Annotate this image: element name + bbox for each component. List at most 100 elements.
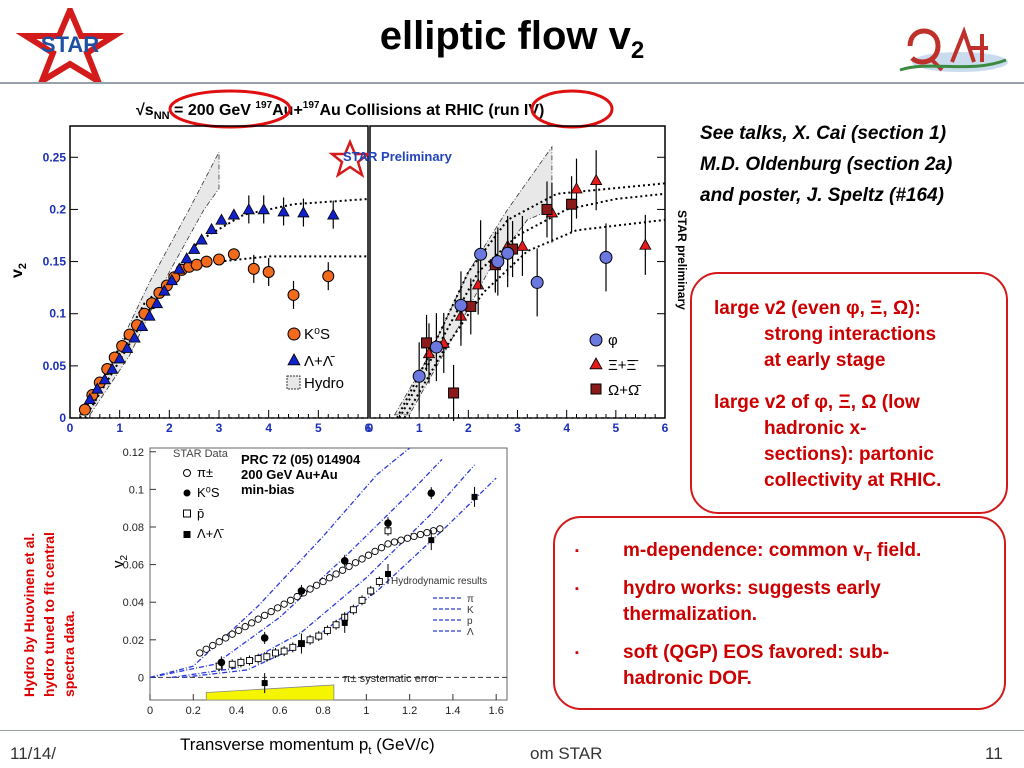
title-main: elliptic flow v <box>379 14 631 58</box>
kaon-point <box>247 262 260 275</box>
x-tick-label: 1 <box>416 421 423 435</box>
fit-curve-right-1 <box>398 192 666 419</box>
x-tick-label: 1.6 <box>489 705 504 717</box>
title-subscript: 2 <box>630 37 645 64</box>
kaon-point <box>217 658 226 667</box>
legend-marker-xi <box>589 357 603 370</box>
side-note-line: Hydro by Huovinen et al. <box>21 533 37 697</box>
bottom-figure-bg <box>95 438 525 768</box>
star-preliminary-label: STAR Preliminary <box>343 149 453 164</box>
legend-kaon: K⁰S <box>304 326 330 343</box>
pbar-point <box>289 643 297 651</box>
y-tick-label: 0.05 <box>43 359 67 373</box>
x-tick-label: 6 <box>365 421 372 435</box>
lambda-point <box>106 362 119 374</box>
pbar-point <box>358 596 366 604</box>
systematic-error-label: π± systematic error <box>343 673 438 685</box>
header-part: √s <box>136 102 154 119</box>
pion-point <box>403 534 412 542</box>
pion-point <box>371 547 379 556</box>
pion-point <box>423 528 431 537</box>
pion-point <box>397 536 405 544</box>
lambda-point <box>277 205 290 217</box>
box1-line: strong interactions <box>764 324 937 345</box>
pion-point <box>332 570 340 578</box>
hydro-curve-pion <box>149 447 411 679</box>
highlight-circle-energy <box>168 89 292 129</box>
pion-point <box>261 611 269 620</box>
header-part: = 200 GeV <box>170 102 256 119</box>
hydro-curve-proton <box>171 464 476 679</box>
phi-point <box>474 247 488 261</box>
lambda-point <box>91 382 104 394</box>
systematic-error-band <box>205 684 335 701</box>
pion-point <box>228 630 236 638</box>
pbar-point <box>315 632 323 640</box>
legend-marker-hydro <box>286 375 301 390</box>
legend-marker-omega <box>590 383 602 395</box>
omega-point <box>541 203 553 215</box>
bottom-title-line: PRC 72 (05) 014904 <box>241 452 361 467</box>
lambda-point <box>165 274 178 286</box>
box2-text: m-dependence: common v <box>623 540 864 561</box>
xi-point <box>570 182 583 194</box>
pion-point <box>274 604 282 612</box>
kaon-point <box>200 255 213 268</box>
bottom-legend-label: K⁰S <box>197 485 220 500</box>
kaon-point <box>297 587 306 595</box>
pbar-point <box>254 655 262 663</box>
hydro-side-note: Hydro by Huovinen et al. hydro tuned to … <box>21 532 77 697</box>
kaon-point <box>287 288 300 301</box>
x-tick-label: 1 <box>363 705 369 717</box>
pion-point <box>364 551 373 559</box>
legend-marker-pbar <box>183 509 191 518</box>
note-line: See talks, X. Cai (section 1) <box>700 123 947 144</box>
kaon-point <box>213 253 225 266</box>
box2-text: soft (QGP) EOS favored: sub- <box>623 642 890 663</box>
talk-references: See talks, X. Cai (section 1) M.D. Olden… <box>700 118 1020 211</box>
lambda-point <box>205 222 218 235</box>
hydro-legend-label: π <box>467 594 474 605</box>
header-part: Au Collisions at RHIC (run IV) <box>319 102 544 119</box>
lambda-point <box>143 309 156 321</box>
pion-point <box>416 530 425 539</box>
y-tick-label: 0.1 <box>129 484 144 496</box>
kaon-point <box>384 519 392 528</box>
legend-marker-lambda <box>183 531 191 538</box>
pion-point <box>319 577 327 586</box>
x-tick-label: 3 <box>514 421 521 435</box>
pion-point <box>312 581 321 589</box>
page-number: 11 <box>985 744 1003 763</box>
box2-text: thermalization. <box>623 604 758 625</box>
x-tick-label: 1.2 <box>402 705 417 717</box>
kaon-point <box>190 258 203 271</box>
legend-marker-phi <box>589 333 603 347</box>
bottom-legend-label: Λ+Λ̄ <box>197 526 224 541</box>
lambda-point <box>187 242 201 254</box>
pion-point <box>325 574 334 582</box>
box1-line: collectivity at RHIC. <box>764 470 942 491</box>
header-part: 197 <box>303 100 320 111</box>
pion-point <box>390 538 399 546</box>
bullet-marker: ▪ <box>575 647 579 659</box>
x-tick-label: 0 <box>147 705 153 717</box>
pion-point <box>410 532 418 541</box>
box1-line: large v2 of φ, Ξ, Ω (low <box>714 392 920 413</box>
kaon-point <box>340 557 349 565</box>
hydro-legend-label: K <box>467 605 474 616</box>
lambda-point <box>298 640 305 647</box>
x-tick-label: 4 <box>563 421 570 435</box>
legend-omega: Ω+Ω̄ <box>608 382 641 399</box>
pion-point <box>254 615 262 623</box>
legend-phi: φ <box>608 332 618 349</box>
header-part: NN <box>154 110 170 122</box>
lambda-point <box>215 213 228 225</box>
y-tick-label: 0.08 <box>123 522 144 534</box>
box1-line: sections): partonic <box>764 444 934 465</box>
legend-xi: Ξ+Ξ̄ <box>608 357 638 374</box>
bottom-y-axis-label: v2 <box>110 555 130 569</box>
box1-line: large v2 (even φ, Ξ, Ω): <box>714 298 921 319</box>
lambda-point <box>385 571 391 577</box>
lambda-point <box>242 203 255 215</box>
conclusion-box-hydro: ▪ m-dependence: common vT field. ▪ hydro… <box>553 516 1006 710</box>
